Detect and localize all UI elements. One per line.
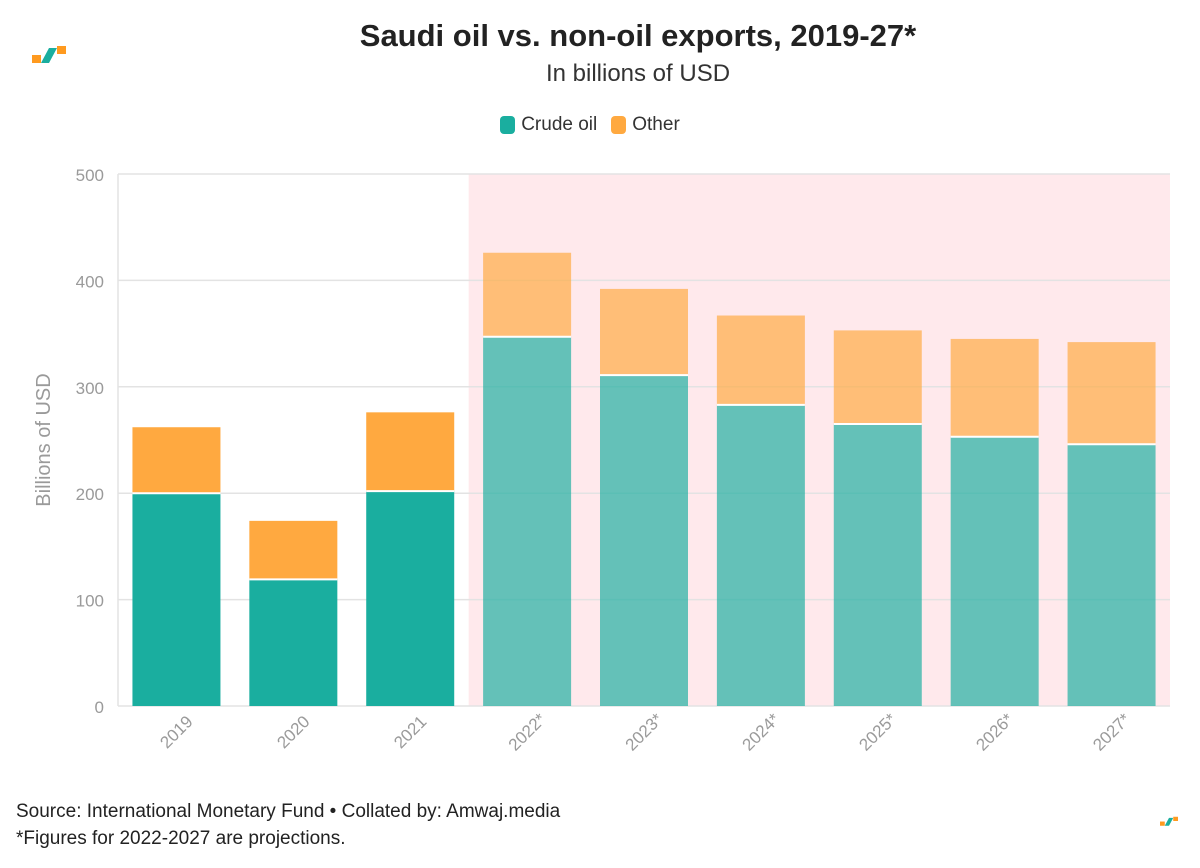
bar-crude-oil xyxy=(249,579,338,706)
x-tick-label: 2025* xyxy=(855,709,900,754)
y-tick-label: 100 xyxy=(76,592,104,611)
y-tick-label: 300 xyxy=(76,379,104,398)
x-tick-label: 2023* xyxy=(622,709,667,754)
bar-other xyxy=(600,288,688,376)
y-tick-label: 0 xyxy=(95,698,104,717)
bar-other xyxy=(950,338,1039,437)
legend-item-other[interactable]: Other xyxy=(611,114,680,136)
bar-other xyxy=(716,315,805,405)
legend-label-crude: Crude oil xyxy=(521,114,598,135)
bar-crude-oil xyxy=(1067,444,1156,706)
legend-label-other: Other xyxy=(632,114,680,135)
y-axis-label: Billions of USD xyxy=(33,373,55,506)
bar-crude-oil xyxy=(483,336,572,706)
chart-legend: Crude oil Other xyxy=(0,114,1180,136)
chart-title: Saudi oil vs. non-oil exports, 2019-27* xyxy=(359,18,917,53)
projection-band xyxy=(468,174,1171,706)
bar-other xyxy=(483,252,572,337)
y-tick-label: 200 xyxy=(76,485,104,504)
x-tick-label: 2021 xyxy=(390,712,430,752)
y-tick-label: 400 xyxy=(76,272,104,291)
bar-other xyxy=(833,330,922,425)
bar-other xyxy=(1067,342,1156,445)
source-note: Source: International Monetary Fund • Co… xyxy=(16,801,561,822)
bar-other xyxy=(132,427,221,494)
x-tick-label: 2020 xyxy=(273,712,313,752)
x-tick-label: 2026* xyxy=(972,709,1017,754)
amwaj-logo xyxy=(32,46,66,63)
bar-crude-oil xyxy=(600,375,688,706)
bar-other xyxy=(366,412,455,492)
legend-swatch-other xyxy=(611,116,627,134)
bar-crude-oil xyxy=(366,491,455,706)
bar-crude-oil xyxy=(950,436,1039,706)
x-tick-label: 2022* xyxy=(505,709,550,754)
bar-crude-oil xyxy=(132,493,221,706)
amwaj-logo-small xyxy=(1160,816,1178,826)
bar-crude-oil xyxy=(716,404,805,706)
y-tick-label: 500 xyxy=(76,166,104,185)
projection-note: *Figures for 2022-2027 are projections. xyxy=(16,828,346,849)
x-tick-label: 2027* xyxy=(1089,709,1134,754)
bar-other xyxy=(249,520,338,580)
legend-swatch-crude xyxy=(500,116,516,134)
bar-crude-oil xyxy=(833,424,922,706)
legend-item-crude[interactable]: Crude oil xyxy=(500,114,597,136)
chart-subtitle: In billions of USD xyxy=(545,60,731,87)
stacked-bar-chart: 0 100 200 300 400 500 Billions of USD 2019 2020 2… xyxy=(33,166,1171,755)
x-tick-label: 2019 xyxy=(156,712,196,752)
x-tick-label: 2024* xyxy=(739,709,784,754)
